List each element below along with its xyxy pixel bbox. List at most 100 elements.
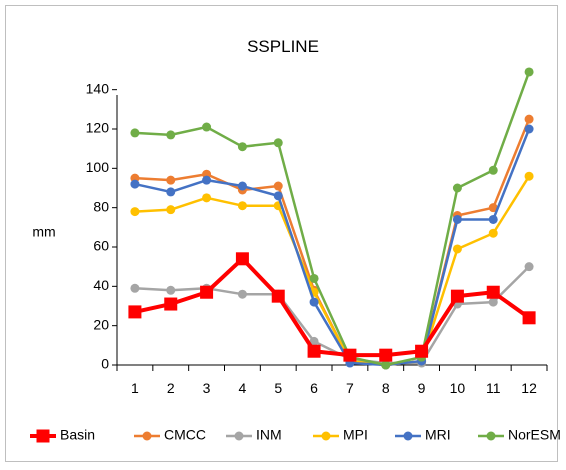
- data-point-noresm: [524, 67, 534, 77]
- y-axis-label: mm: [32, 224, 55, 240]
- data-point-basin: [128, 305, 142, 319]
- legend-label-noresm: NorESM: [508, 427, 561, 443]
- legend-marker-mri: [403, 431, 413, 441]
- x-tick-label: 3: [203, 380, 211, 396]
- data-point-inm: [524, 262, 534, 272]
- series-line-basin: [134, 256, 531, 358]
- x-tick-label: 11: [486, 380, 501, 396]
- data-point-inm: [237, 289, 247, 299]
- data-point-mri: [273, 191, 283, 201]
- data-point-cmcc: [273, 181, 283, 191]
- legend-item-inm: INM: [226, 427, 282, 443]
- series-mri: [130, 124, 534, 370]
- series-basin: [128, 252, 536, 362]
- legend-label-inm: INM: [256, 427, 282, 443]
- series-line-noresm: [134, 71, 531, 367]
- data-point-mri: [166, 187, 176, 197]
- data-point-mpi: [166, 205, 176, 215]
- legend-item-mpi: MPI: [313, 427, 368, 443]
- data-point-cmcc: [166, 175, 176, 185]
- data-point-basin: [200, 285, 214, 299]
- data-point-noresm: [166, 130, 176, 140]
- data-point-mpi: [452, 244, 462, 254]
- series-line-mri: [134, 128, 531, 367]
- x-tick-label: 10: [450, 380, 466, 396]
- y-tick-label: 80: [93, 198, 109, 214]
- data-point-inm: [488, 297, 498, 307]
- data-point-noresm: [130, 128, 140, 138]
- data-point-basin: [343, 348, 357, 362]
- x-tick-label: 5: [274, 380, 282, 396]
- legend-label-cmcc: CMCC: [164, 427, 206, 443]
- data-point-noresm: [273, 138, 283, 148]
- data-point-mpi: [237, 201, 247, 211]
- data-point-mri: [524, 124, 534, 134]
- data-point-mri: [488, 214, 498, 224]
- data-point-mpi: [488, 228, 498, 238]
- x-tick-label: 9: [418, 380, 426, 396]
- legend-item-noresm: NorESM: [478, 427, 561, 443]
- legend-label-basin: Basin: [60, 427, 95, 443]
- x-tick-label: 1: [131, 380, 139, 396]
- y-tick-label: 140: [86, 80, 110, 96]
- data-point-basin: [522, 311, 536, 325]
- y-tick-label: 0: [101, 356, 109, 372]
- data-point-basin: [271, 289, 285, 303]
- data-point-mri: [452, 214, 462, 224]
- series-layer: [128, 67, 536, 370]
- legend-marker-mpi: [321, 431, 331, 441]
- legend: Basin CMCC INM MPI MRI NorESM: [30, 427, 561, 443]
- data-point-basin: [379, 348, 393, 362]
- legend-item-cmcc: CMCC: [134, 427, 206, 443]
- data-point-noresm: [488, 165, 498, 175]
- data-point-mri: [309, 297, 319, 307]
- data-point-basin: [486, 285, 500, 299]
- data-point-noresm: [202, 122, 212, 132]
- x-tick-label: 4: [239, 380, 247, 396]
- legend-item-basin: Basin: [30, 427, 95, 443]
- data-point-noresm: [452, 183, 462, 193]
- data-point-mpi: [202, 193, 212, 203]
- data-point-basin: [307, 344, 321, 358]
- data-point-mpi: [524, 171, 534, 181]
- data-point-cmcc: [524, 114, 534, 124]
- y-tick-label: 20: [93, 316, 109, 332]
- legend-marker-inm: [234, 431, 244, 441]
- data-point-noresm: [309, 273, 319, 283]
- legend-label-mri: MRI: [425, 427, 451, 443]
- chart-frame: [5, 5, 558, 462]
- y-tick-label: 120: [86, 120, 110, 136]
- data-point-basin: [450, 289, 464, 303]
- x-tick-label: 6: [310, 380, 318, 396]
- data-point-mpi: [130, 207, 140, 217]
- y-tick-label: 60: [93, 238, 109, 254]
- x-tick-label: 8: [382, 380, 390, 396]
- data-point-noresm: [381, 360, 391, 370]
- legend-marker-cmcc: [142, 431, 152, 441]
- series-line-mpi: [134, 175, 531, 367]
- y-tick-label: 40: [93, 277, 109, 293]
- data-point-basin: [164, 297, 178, 311]
- legend-item-mri: MRI: [395, 427, 451, 443]
- legend-marker-noresm: [486, 431, 496, 441]
- data-point-mri: [202, 175, 212, 185]
- series-noresm: [130, 67, 534, 370]
- y-tick-label: 100: [86, 159, 110, 175]
- data-point-noresm: [237, 142, 247, 152]
- legend-marker-basin: [36, 429, 50, 443]
- data-point-basin: [415, 344, 429, 358]
- series-mpi: [130, 171, 534, 370]
- data-point-mri: [130, 179, 140, 189]
- x-tick-label: 7: [346, 380, 354, 396]
- data-point-cmcc: [488, 203, 498, 213]
- data-point-inm: [130, 283, 140, 293]
- data-point-inm: [309, 336, 319, 346]
- legend-label-mpi: MPI: [343, 427, 368, 443]
- chart-title: SSPLINE: [247, 37, 319, 56]
- x-tick-label: 2: [167, 380, 175, 396]
- data-point-basin: [235, 252, 249, 266]
- data-point-mri: [237, 181, 247, 191]
- x-tick-label: 12: [521, 380, 537, 396]
